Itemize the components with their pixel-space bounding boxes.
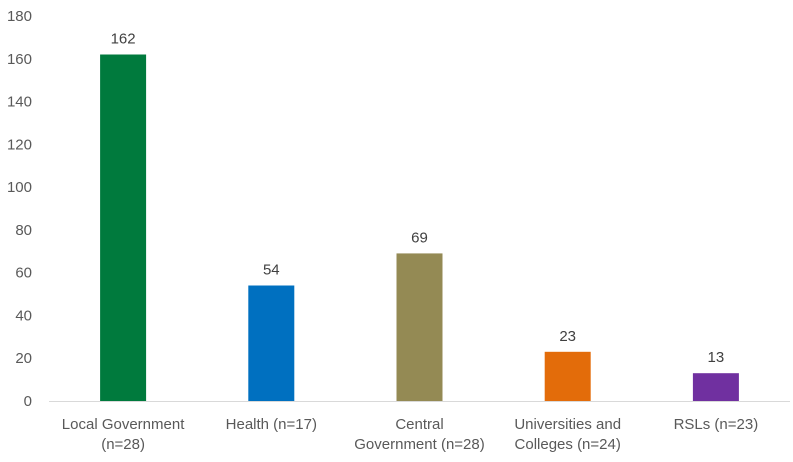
y-tick-label: 0 — [24, 393, 32, 410]
x-category-label-line: Local Government — [62, 416, 185, 433]
x-category-label: Central Government (n=28) — [354, 416, 484, 453]
x-category-label: Universities and Colleges (n=24) — [514, 416, 621, 453]
y-tick-label: 160 — [7, 51, 32, 68]
y-tick-label: 80 — [15, 222, 32, 239]
bar-data-label: 23 — [559, 328, 576, 345]
data-labels: 162 54 69 23 13 — [111, 31, 725, 367]
bar — [248, 285, 295, 401]
x-category-label: RSLs (n=23) — [674, 416, 759, 433]
x-category-label-line: Colleges (n=24) — [515, 436, 621, 453]
bar — [100, 54, 147, 401]
y-tick-label: 100 — [7, 179, 32, 196]
bar-data-label: 54 — [263, 262, 280, 279]
x-category-label-line: RSLs (n=23) — [674, 416, 759, 433]
bar — [544, 351, 591, 401]
x-category-label-line: Universities and — [514, 416, 621, 433]
y-tick-label: 140 — [7, 94, 32, 111]
x-category-label: Health (n=17) — [226, 416, 317, 433]
bar — [396, 253, 443, 401]
y-tick-label: 120 — [7, 136, 32, 153]
bar-data-label: 13 — [708, 349, 725, 366]
y-axis: 0 20 40 60 80 100 120 140 160 180 — [7, 8, 32, 410]
bar — [692, 373, 739, 401]
x-category-label-line: Health (n=17) — [226, 416, 317, 433]
x-category-label-line: Government (n=28) — [354, 436, 484, 453]
x-category-label: Local Government (n=28) — [62, 416, 185, 453]
y-tick-label: 20 — [15, 350, 32, 367]
x-category-label-line: (n=28) — [101, 436, 145, 453]
y-tick-label: 40 — [15, 307, 32, 324]
x-axis: Local Government (n=28) Health (n=17) Centr… — [49, 401, 790, 453]
y-tick-label: 180 — [7, 8, 32, 25]
x-category-label-line: Central — [395, 416, 443, 433]
y-tick-label: 60 — [15, 265, 32, 282]
bar-data-label: 162 — [111, 31, 136, 48]
bars — [100, 54, 739, 401]
bar-data-label: 69 — [411, 229, 428, 246]
